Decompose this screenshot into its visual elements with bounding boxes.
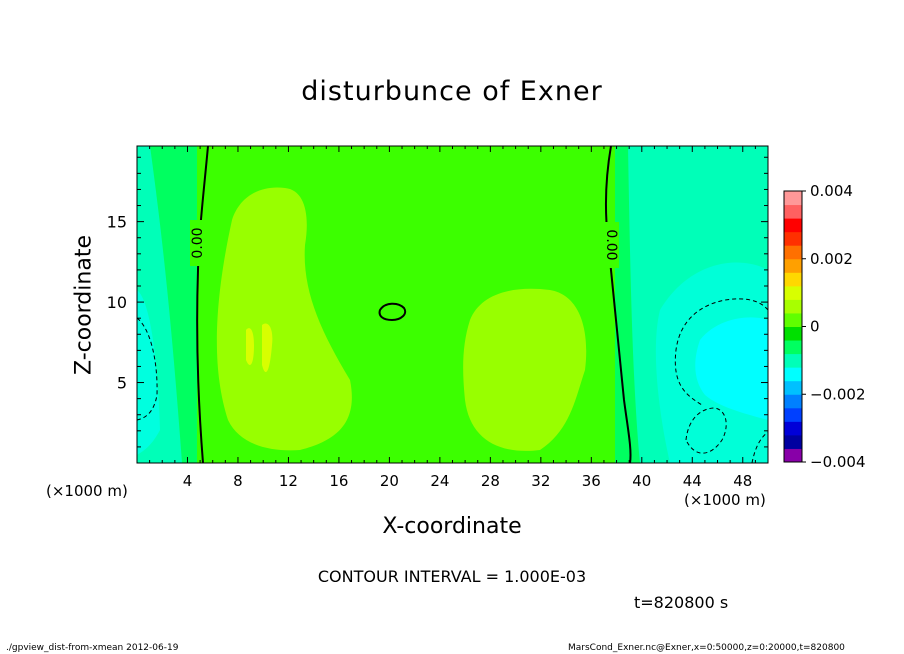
- colorbar-swatch: [784, 353, 802, 368]
- colorbar-swatch: [784, 231, 802, 246]
- contour-zero-island: [378, 302, 407, 322]
- y-tick-label: 15: [107, 213, 127, 232]
- x-tick-label: 12: [279, 472, 298, 490]
- colorbar-swatch: [784, 191, 802, 206]
- x-tick-label: 36: [582, 472, 601, 490]
- x-tick-label: 8: [233, 472, 243, 490]
- field-region-blob-right: [463, 288, 587, 451]
- time-text: t=820800 s: [634, 593, 729, 612]
- x-axis: 4 8 12 16 20 24 28 32 36 40 44 48: [149, 146, 756, 490]
- contour-label-left: 0.00: [190, 227, 206, 258]
- colorbar-tick-label: 0: [810, 318, 820, 336]
- colorbar-swatch: [784, 421, 802, 436]
- contour-negative-right: [674, 298, 768, 406]
- y-tick-label: 10: [107, 293, 127, 312]
- colorbar-swatch: [784, 258, 802, 273]
- contour-label-bg-left: [190, 220, 206, 266]
- y-tick-label: 5: [117, 374, 127, 393]
- footer-script-info: ./gpview_dist-from-xmean 2012-06-19: [6, 643, 179, 653]
- colorbar-swatch: [784, 312, 802, 327]
- colorbar-swatch: [784, 367, 802, 382]
- x-tick-label: 32: [531, 472, 550, 490]
- colorbar-swatch: [784, 434, 802, 449]
- contour-negative-corner: [751, 431, 768, 463]
- x-tick-label: 20: [380, 472, 399, 490]
- colorbar-tick-label: 0.002: [810, 250, 853, 268]
- colorbar-swatch: [784, 272, 802, 287]
- colorbar-swatch: [784, 394, 802, 409]
- colorbar-swatch: [784, 299, 802, 314]
- x-tick-label: 44: [683, 472, 702, 490]
- x-tick-label: 48: [733, 472, 752, 490]
- field-region-blob-left: [216, 187, 352, 451]
- field-region-streak: [246, 323, 273, 373]
- colorbar: 0.004 0.002 0 −0.002 −0.004: [783, 182, 866, 471]
- y-axis: 5 10 15: [107, 156, 768, 448]
- field-region-left-core: [137, 290, 160, 455]
- field-region-right-core: [695, 317, 768, 420]
- colorbar-swatch: [784, 285, 802, 300]
- colorbar-swatch: [784, 448, 802, 463]
- footer-file-info: MarsCond_Exner.nc@Exner,x=0:50000,z=0:20…: [568, 643, 845, 653]
- chart-title: disturbunce of Exner: [301, 76, 603, 107]
- colorbar-tick-label: −0.004: [810, 453, 866, 471]
- colorbar-swatch: [784, 204, 802, 219]
- colorbar-swatch: [784, 245, 802, 260]
- contour-label-right: 0.00: [603, 229, 619, 260]
- colorbar-tick-label: 0.004: [810, 182, 853, 200]
- x-tick-label: 4: [183, 472, 193, 490]
- contour-zero-left: [196, 146, 209, 463]
- contour-interval-text: CONTOUR INTERVAL = 1.000E-03: [317, 567, 587, 586]
- colorbar-swatch: [784, 218, 802, 233]
- contour-negative-right-loop: [685, 407, 727, 454]
- colorbar-swatch: [784, 326, 802, 341]
- contour-label-bg-right: [603, 222, 619, 268]
- x-tick-label: 16: [329, 472, 348, 490]
- colorbar-swatch: [784, 380, 802, 395]
- x-unit-right: (×1000 m): [684, 491, 766, 509]
- contour-zero-right: [604, 146, 632, 463]
- x-tick-label: 40: [632, 472, 651, 490]
- contour-negative-left: [137, 317, 158, 421]
- x-axis-label: X-coordinate: [382, 514, 522, 539]
- x-tick-label: 28: [481, 472, 500, 490]
- y-axis-label: Z-coordinate: [71, 235, 97, 375]
- colorbar-swatch: [784, 407, 802, 422]
- colorbar-swatch: [784, 340, 802, 355]
- x-unit-left: (×1000 m): [46, 482, 128, 500]
- colorbar-tick-label: −0.002: [810, 385, 866, 403]
- x-tick-label: 24: [430, 472, 449, 490]
